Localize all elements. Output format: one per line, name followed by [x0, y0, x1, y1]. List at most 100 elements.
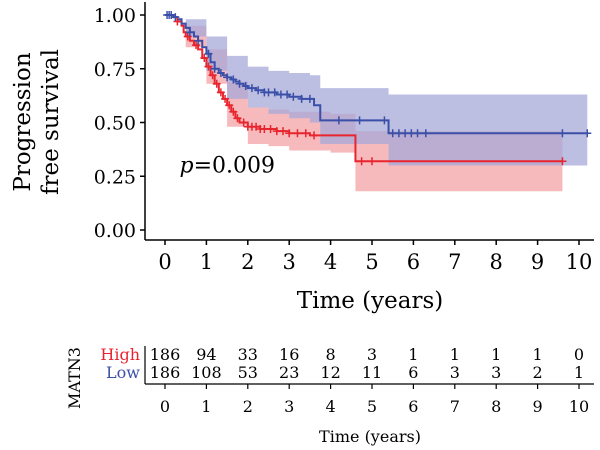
risk-count-low: 6: [408, 363, 418, 382]
censor-mark-low: [355, 116, 364, 125]
censor-mark-low: [289, 92, 298, 101]
risk-count-low: 1: [574, 363, 584, 382]
x-tick-label: 6: [407, 250, 420, 274]
y-tick-label: 0.25: [94, 166, 136, 188]
risk-row-label-high: High: [100, 345, 140, 364]
risk-table-axis: 0 1 2 3 4 5 6 7 8 9 10: [144, 346, 594, 416]
censor-mark-high: [200, 54, 209, 62]
risk-tick-label: 0: [160, 397, 170, 416]
censor-mark-low: [167, 11, 176, 19]
censor-mark-low: [204, 49, 213, 58]
censor-marks: [163, 11, 592, 166]
y-tick-label: 0.50: [94, 113, 136, 135]
risk-tick-label: 1: [201, 397, 211, 416]
risk-tick-label: 7: [450, 397, 460, 416]
risk-count-low: 53: [238, 363, 258, 382]
risk-count-low: 12: [320, 363, 340, 382]
censor-mark-low: [171, 13, 180, 22]
censor-mark-high: [216, 88, 225, 97]
risk-tick-label: 8: [491, 397, 501, 416]
censor-mark-low: [413, 129, 422, 138]
confidence-bands: [165, 15, 588, 192]
risk-count-low: 186: [150, 363, 181, 382]
censor-mark-high: [183, 32, 192, 41]
risk-table-gene-label: MATN3: [65, 347, 84, 409]
censor-mark-low: [380, 116, 389, 125]
censor-mark-high: [558, 157, 567, 166]
x-tick-label: 1: [200, 250, 213, 274]
censor-mark-low: [297, 94, 306, 103]
censor-mark-high: [266, 124, 275, 133]
x-tick-label: 2: [241, 250, 254, 274]
censor-mark-high: [173, 17, 182, 26]
censor-mark-low: [235, 79, 244, 88]
risk-count-high: 3: [367, 345, 377, 364]
censor-mark-low: [216, 69, 225, 78]
y-tick-label: 1.00: [94, 5, 136, 27]
censor-mark-low: [247, 84, 256, 93]
risk-tick-label: 10: [569, 397, 589, 416]
censor-mark-high: [233, 114, 242, 123]
y-axis-label-line-1: Progression: [10, 52, 36, 191]
risk-count-high: 1: [533, 345, 543, 364]
x-tick-label: 7: [448, 250, 461, 274]
risk-count-low: 108: [191, 363, 222, 382]
risk-table-x-label: Time (years): [319, 427, 421, 446]
x-tick-label: 4: [324, 250, 337, 274]
risk-row-label-low: Low: [106, 363, 140, 382]
p-value-italic: p: [179, 154, 193, 179]
risk-count-low: 11: [362, 363, 382, 382]
risk-count-high: 1: [450, 345, 460, 364]
risk-count-high: 1: [491, 345, 501, 364]
censor-mark-low: [583, 129, 592, 138]
censor-mark-low: [229, 75, 238, 84]
censor-mark-high: [310, 131, 319, 140]
risk-tick-label: 3: [284, 397, 294, 416]
survival-plot: 0.00 0.25 0.50 0.75 1.00 0 1 2 3 4 5 6 7 8 9 10 Progres…: [10, 2, 594, 314]
censor-mark-high: [252, 122, 261, 131]
censor-mark-high: [239, 118, 248, 127]
risk-count-low: 3: [450, 363, 460, 382]
y-axis-label: Progression free survival: [10, 49, 64, 195]
y-tick-label: 0.75: [94, 59, 136, 81]
censor-mark-low: [185, 28, 194, 37]
risk-tick-label: 4: [326, 397, 336, 416]
censor-mark-low: [270, 88, 279, 97]
censor-mark-low: [283, 90, 292, 99]
censor-mark-high: [229, 107, 238, 116]
y-tick-label: 0.00: [94, 220, 136, 242]
risk-count-high: 1: [408, 345, 418, 364]
ci-band-low: [165, 15, 588, 166]
censor-mark-high: [212, 79, 221, 88]
risk-count-high: 16: [279, 345, 299, 364]
censor-mark-high: [204, 62, 213, 71]
censor-mark-low: [334, 116, 343, 125]
p-value-number: =0.009: [194, 154, 275, 179]
risk-count-high: 0: [574, 345, 584, 364]
censor-mark-low: [305, 94, 314, 103]
y-axis-label-line-2: free survival: [38, 49, 64, 195]
risk-tick-label: 2: [243, 397, 253, 416]
risk-tick-label: 5: [367, 397, 377, 416]
censor-mark-low: [241, 81, 250, 90]
p-value-annotation: p=0.009: [179, 154, 275, 179]
x-tick-label: 8: [490, 250, 503, 274]
censor-mark-high: [221, 94, 230, 103]
risk-tick-label: 9: [533, 397, 543, 416]
risk-count-high: 186: [150, 345, 181, 364]
risk-count-low: 23: [279, 363, 299, 382]
censor-mark-high: [357, 157, 366, 166]
censor-mark-low: [223, 73, 232, 82]
x-tick-label: 3: [283, 250, 296, 274]
censor-mark-low: [421, 129, 430, 138]
x-tick-label: 9: [531, 250, 544, 274]
censor-mark-high: [225, 101, 234, 110]
censor-mark-low: [194, 36, 203, 45]
censor-mark-high: [368, 157, 376, 166]
risk-count-high: 33: [238, 345, 258, 364]
censor-mark-low: [210, 64, 219, 73]
censor-mark-low: [558, 129, 567, 138]
risk-count-high: 8: [326, 345, 336, 364]
